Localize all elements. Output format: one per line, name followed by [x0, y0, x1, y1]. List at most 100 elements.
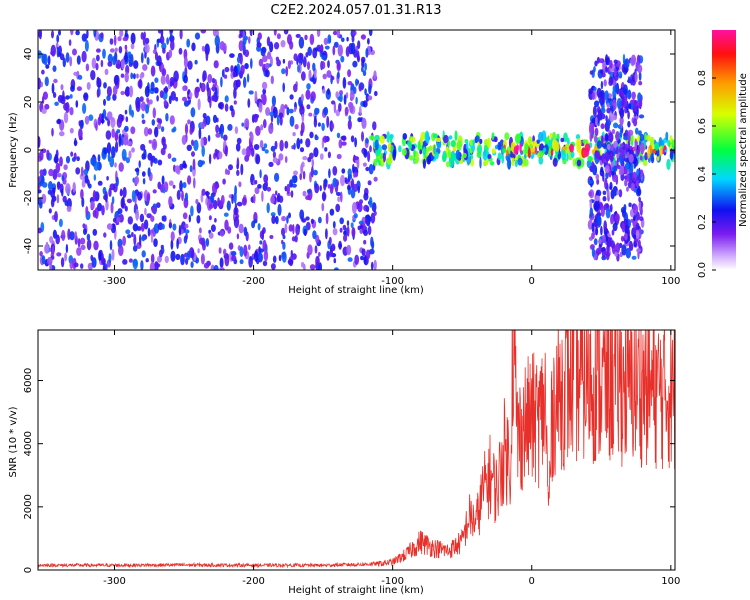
spectrogram-cell [250, 58, 253, 69]
spectrogram-cell [455, 149, 460, 160]
spectrogram-cell [470, 158, 475, 167]
spectrogram-cell [41, 96, 45, 104]
spectrogram-cell [631, 255, 637, 260]
spectrogram-cell [332, 166, 338, 176]
spectrogram-cell [127, 216, 133, 225]
spectrogram-cell [253, 114, 260, 119]
spectrogram-cell [111, 196, 115, 205]
spectrogram-cell [663, 145, 667, 151]
spectrogram-cell [121, 58, 125, 70]
spectrogram-cell [367, 95, 373, 101]
spectrogram-cell [173, 70, 179, 83]
spectrogram-cell [154, 77, 159, 83]
spectrogram-cell [109, 183, 116, 191]
spectrogram-cell [313, 117, 318, 128]
spectrogram-cell [112, 85, 118, 96]
spectrogram-cell [319, 185, 322, 192]
spectrogram-cell [56, 46, 60, 58]
spectrogram-cell [134, 168, 140, 172]
y-tick-label: -20 [23, 190, 34, 206]
spectrogram-cell [139, 96, 144, 102]
spectrogram-cell [79, 173, 86, 181]
spectrogram-cell [38, 77, 42, 90]
spectrogram-cell [140, 260, 144, 270]
spectrogram-cell [92, 228, 98, 236]
spectrogram-cell [80, 189, 84, 200]
spectrogram-cell [254, 180, 258, 185]
spectrogram-cell [625, 162, 630, 170]
spectrogram-cell [365, 138, 369, 144]
spectrogram-cell [61, 188, 64, 197]
spectrogram-cell [248, 90, 254, 95]
spectrogram-cell [236, 201, 243, 207]
spectrogram-cell [281, 251, 287, 263]
spectrogram-cell [50, 51, 56, 56]
spectrogram-cell [182, 85, 186, 91]
spectrogram-cell [374, 90, 378, 97]
spectrogram-cell [337, 196, 341, 203]
spectrogram-cell [150, 65, 156, 77]
spectrogram-cell [550, 148, 554, 156]
spectrogram-cell [516, 144, 520, 152]
spectrogram-cell [60, 95, 66, 105]
spectrogram-cell [264, 62, 270, 70]
spectrogram-cell [213, 60, 219, 69]
spectrogram-cell [266, 186, 272, 192]
spectrogram-cell [614, 251, 618, 257]
spectrogram-cell [147, 128, 153, 135]
spectrogram-cell [92, 209, 97, 218]
spectrogram-cell [122, 36, 129, 42]
spectrogram-cell [85, 63, 90, 72]
spectrogram-cell [141, 250, 146, 258]
spectrogram-cell [623, 204, 627, 212]
spectrogram-cell [588, 88, 593, 95]
spectrogram-cell [281, 68, 286, 75]
spectrogram-cell [51, 82, 55, 94]
spectrogram-cell [270, 145, 276, 152]
spectrogram-cell [159, 35, 165, 45]
spectrogram-cell [448, 135, 453, 140]
spectrogram-cell [190, 107, 196, 118]
spectrogram-cell [318, 216, 322, 224]
spectrogram-cell [600, 225, 603, 236]
spectrogram-cell [299, 105, 305, 116]
spectrogram-cell [86, 233, 91, 241]
spectrogram-cell [220, 131, 224, 139]
spectrogram-cell [658, 136, 663, 148]
spectrogram-cell [338, 102, 342, 112]
spectrogram-cell [612, 189, 618, 197]
spectrogram-cell [168, 180, 174, 186]
spectrogram-cell [351, 35, 355, 43]
spectrogram-cell [511, 153, 516, 159]
x-tick-label: 0 [529, 576, 535, 587]
spectrogram-cell [326, 115, 330, 128]
spectrogram-cell [419, 149, 423, 155]
spectrogram-cell [38, 176, 42, 182]
spectrogram-cell [605, 234, 609, 242]
spectrogram-cell [350, 188, 356, 199]
spectrogram-cell [332, 221, 336, 229]
spectrogram-cell [471, 143, 476, 152]
spectrogram-cell [213, 264, 219, 270]
y-tick-label: 2000 [23, 494, 34, 519]
spectrogram-cell [359, 199, 363, 205]
spectrogram-cell [367, 225, 372, 236]
spectrogram-cell [143, 192, 147, 197]
spectrogram-cell [118, 46, 123, 54]
spectrogram-cell [46, 149, 50, 160]
spectrogram-cell [321, 122, 325, 132]
spectrogram-cell [184, 192, 189, 202]
spectrogram-cell [321, 202, 325, 212]
spectrogram-cell [595, 150, 601, 160]
spectrogram-cell [201, 145, 205, 157]
spectrogram-cell [258, 248, 264, 253]
spectrogram-cell [43, 53, 48, 66]
spectrogram-cell [62, 57, 66, 68]
spectrogram-cell [57, 182, 60, 191]
spectrogram-cell [224, 219, 229, 231]
spectrogram-cell [588, 191, 593, 197]
spectrogram-cell [185, 257, 189, 265]
spectrogram-cell [379, 135, 385, 144]
spectrogram-cell [156, 123, 162, 130]
spectrogram-cell [201, 122, 205, 129]
